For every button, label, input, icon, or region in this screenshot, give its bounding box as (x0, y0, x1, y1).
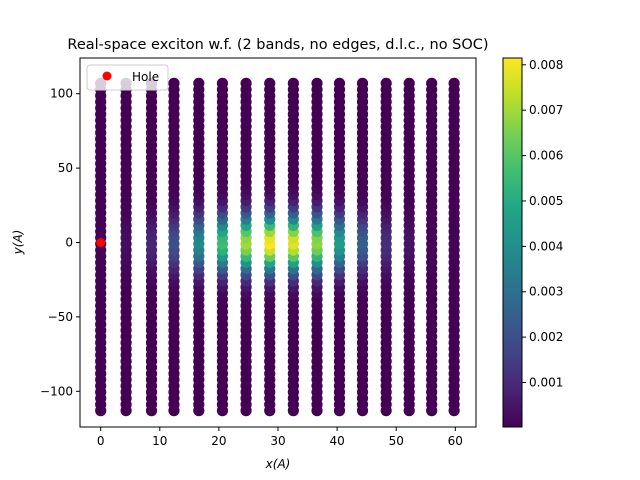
colorbar-tick-label: 0.002 (529, 330, 563, 344)
colorbar-tick-label: 0.008 (529, 58, 563, 72)
x-tick-label: 30 (270, 434, 285, 448)
scatter-point-col4 (193, 77, 205, 89)
y-tick-label: 100 (50, 87, 73, 101)
scatter-point-col12 (380, 77, 392, 89)
scatter-point-col9 (311, 77, 323, 89)
legend-hole-marker (102, 71, 112, 81)
x-tick-label: 20 (211, 434, 226, 448)
legend-hole-label: Hole (132, 70, 159, 84)
colorbar-tick-label: 0.004 (529, 239, 563, 253)
colorbar-tick-label: 0.001 (529, 376, 563, 390)
y-tick-label: 50 (58, 161, 73, 175)
scatter-point-col5 (216, 77, 229, 89)
colorbar: 0.001 0.002 0.003 0.004 0.005 0.006 0.007 0.008 (502, 57, 563, 428)
colorbar-ticks: 0.001 0.002 0.003 0.004 0.005 0.006 0.007 0.008 (522, 58, 563, 390)
legend-box (86, 64, 169, 91)
x-tick-label: 60 (448, 434, 463, 448)
y-tick-label: −50 (48, 310, 73, 324)
y-axis-label: y(A) (11, 230, 25, 256)
scatter-point-col11 (356, 77, 369, 89)
scatter-point-col6 (240, 77, 252, 89)
x-tick-label: 0 (97, 434, 105, 448)
colorbar-tick-label: 0.006 (529, 149, 563, 163)
colorbar-gradient (502, 57, 523, 428)
x-axis-label: x(A) (265, 457, 291, 471)
colorbar-tick-label: 0.005 (529, 194, 563, 208)
hole-point (96, 238, 106, 247)
scatter-point-col15 (448, 77, 460, 89)
colorbar-tick-label: 0.003 (529, 285, 563, 299)
legend: Hole (86, 64, 169, 91)
y-axis-ticks: −100 −50 0 50 100 (40, 87, 80, 398)
scatter-point-col13 (403, 77, 415, 89)
x-tick-label: 40 (329, 434, 344, 448)
scatter-points (95, 77, 460, 417)
x-axis-ticks: 0 10 20 30 40 50 60 (97, 427, 463, 448)
scatter-point-col8 (287, 77, 299, 89)
scatter-point-col3 (168, 77, 180, 89)
y-tick-label: −100 (40, 384, 73, 398)
scatter-point-col14 (426, 77, 438, 89)
plot-frame (79, 57, 477, 428)
x-tick-label: 50 (389, 434, 404, 448)
y-tick-label: 0 (65, 236, 73, 250)
x-tick-label: 10 (152, 434, 167, 448)
scatter-point-col10 (333, 77, 346, 89)
colorbar-tick-label: 0.007 (529, 103, 563, 117)
hole-marker-layer (96, 238, 106, 247)
chart-title: Real-space exciton w.f. (2 bands, no edg… (67, 37, 488, 53)
scatter-point-col7 (264, 77, 276, 89)
